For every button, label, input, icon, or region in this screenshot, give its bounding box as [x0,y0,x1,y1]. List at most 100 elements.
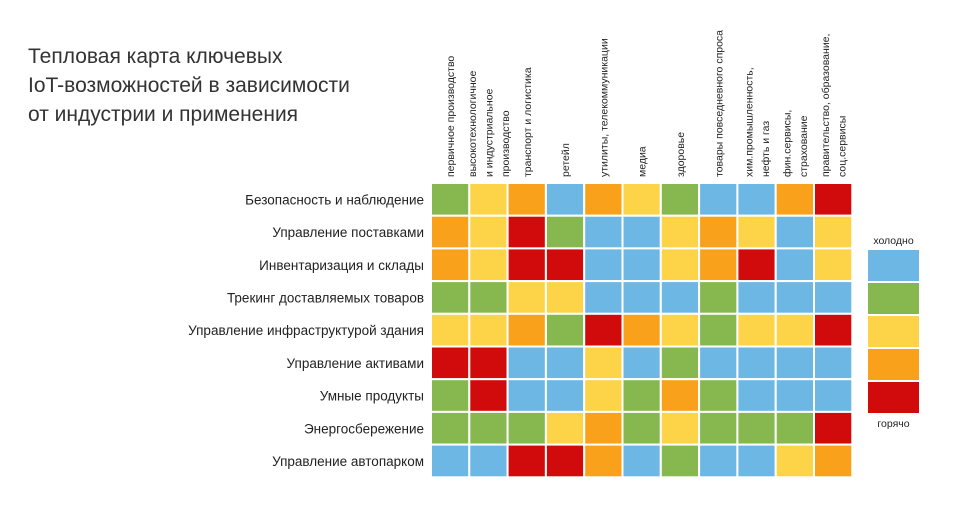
heatmap-cell [506,182,547,217]
legend-swatch [866,281,921,316]
heatmap-cell [659,247,701,283]
heatmap-cell [583,410,624,446]
heatmap-cell [430,247,471,283]
heatmap-cell [468,182,509,217]
heatmap-cell [430,378,471,413]
heatmap-cell [430,280,471,315]
column-label: здоровье [675,132,687,177]
legend-swatch [866,314,921,349]
heatmap-cell [659,345,701,381]
heatmap-cell [468,214,509,250]
heatmap-cell [544,410,586,446]
column-label: товары повседневного спроса [713,30,725,177]
heatmap-cell [698,247,739,283]
heatmap-cell [621,312,662,348]
row-label: Энергосбережение [304,421,424,436]
column-label: высокотехнологичное [467,71,479,177]
heatmap-cell [621,443,662,479]
column-label: и индустриальное [483,88,495,177]
column-label: производство [500,110,512,177]
heatmap-cell [430,345,471,381]
heatmap-cell [468,280,509,315]
heatmap-cell [430,312,471,348]
heatmap-cell [468,312,509,348]
heatmap-cell [583,378,624,413]
heatmap-cell [736,214,777,250]
heatmap-cell [544,378,586,413]
heatmap-cell [698,280,739,315]
heatmap-cell [659,410,701,446]
chart-title: Тепловая карта ключевых IoT-возможностей… [28,42,350,129]
heatmap-cell [659,378,701,413]
heatmap-cell [698,214,739,250]
heatmap-cell [774,214,816,250]
heatmap-cell [430,443,471,479]
heatmap-cell [736,443,777,479]
heatmap-cell [621,280,662,315]
legend-high-label: горячо [877,418,909,430]
chart-title-line: Тепловая карта ключевых [28,45,283,68]
heatmap-cell [813,345,854,381]
heatmap-cell [506,247,547,283]
legend-swatch [866,248,921,283]
row-label: Управление активами [287,356,424,371]
column-label: медиа [637,146,649,177]
heatmap-cell [698,443,739,479]
heatmap-cell [621,182,662,217]
heatmap-cell [544,214,586,250]
column-label: фин.сервисы, [782,110,794,177]
heatmap-cell [430,410,471,446]
heatmap-cell [736,312,777,348]
legend: холодно горячо [866,235,921,430]
heatmap-cell [583,247,624,283]
heatmap-cell [774,443,816,479]
heatmap-cell [430,214,471,250]
heatmap-cell [698,345,739,381]
heatmap-cell [544,247,586,283]
heatmap-cell [736,182,777,217]
row-label: Управление автопарком [272,454,424,469]
heatmap-cell [621,345,662,381]
column-label: соц.сервисы [836,116,848,177]
heatmap-cell [544,443,586,479]
heatmap-cell [659,443,701,479]
column-label: утилиты, телекоммуникации [598,38,610,177]
heatmap-cell [506,378,547,413]
row-label: Инвентаризация и склады [259,258,424,273]
heatmap-cell [813,443,854,479]
heatmap-cell [544,182,586,217]
chart-title-line: IoT-возможностей в зависимости [28,74,350,97]
heatmap-cell [698,182,739,217]
row-label: Умные продукты [320,389,424,404]
heatmap-cell [468,410,509,446]
heatmap-cell [659,182,701,217]
heatmap-cell [430,182,471,217]
chart-title-line: от индустрии и применения [28,103,299,126]
column-label: первичное производство [445,56,457,177]
heatmap-cell [698,312,739,348]
heatmap-cell [468,247,509,283]
row-label: Управление инфраструктурой здания [188,323,424,338]
heatmap-cell [621,247,662,283]
heatmap-cell [506,312,547,348]
heatmap-cell [698,410,739,446]
heatmap-cell [468,443,509,479]
heatmap-cell [774,345,816,381]
heatmap-cell [506,214,547,250]
heatmap-cell [736,280,777,315]
heatmap-cell [583,312,624,348]
legend-low-label: холодно [873,235,914,247]
column-label: транспорт и логистика [522,67,534,177]
heatmap-cell [774,182,816,217]
legend-swatch [866,380,921,415]
heatmap-cell [774,312,816,348]
heatmap-cell [468,378,509,413]
heatmap-cell [813,247,854,283]
heatmap-cell [583,214,624,250]
heatmap-cell [544,280,586,315]
heatmap-cell [774,378,816,413]
heatmap-cell [774,280,816,315]
heatmap-cell [583,345,624,381]
heatmap-cell [736,247,777,283]
heatmap-cell [774,410,816,446]
